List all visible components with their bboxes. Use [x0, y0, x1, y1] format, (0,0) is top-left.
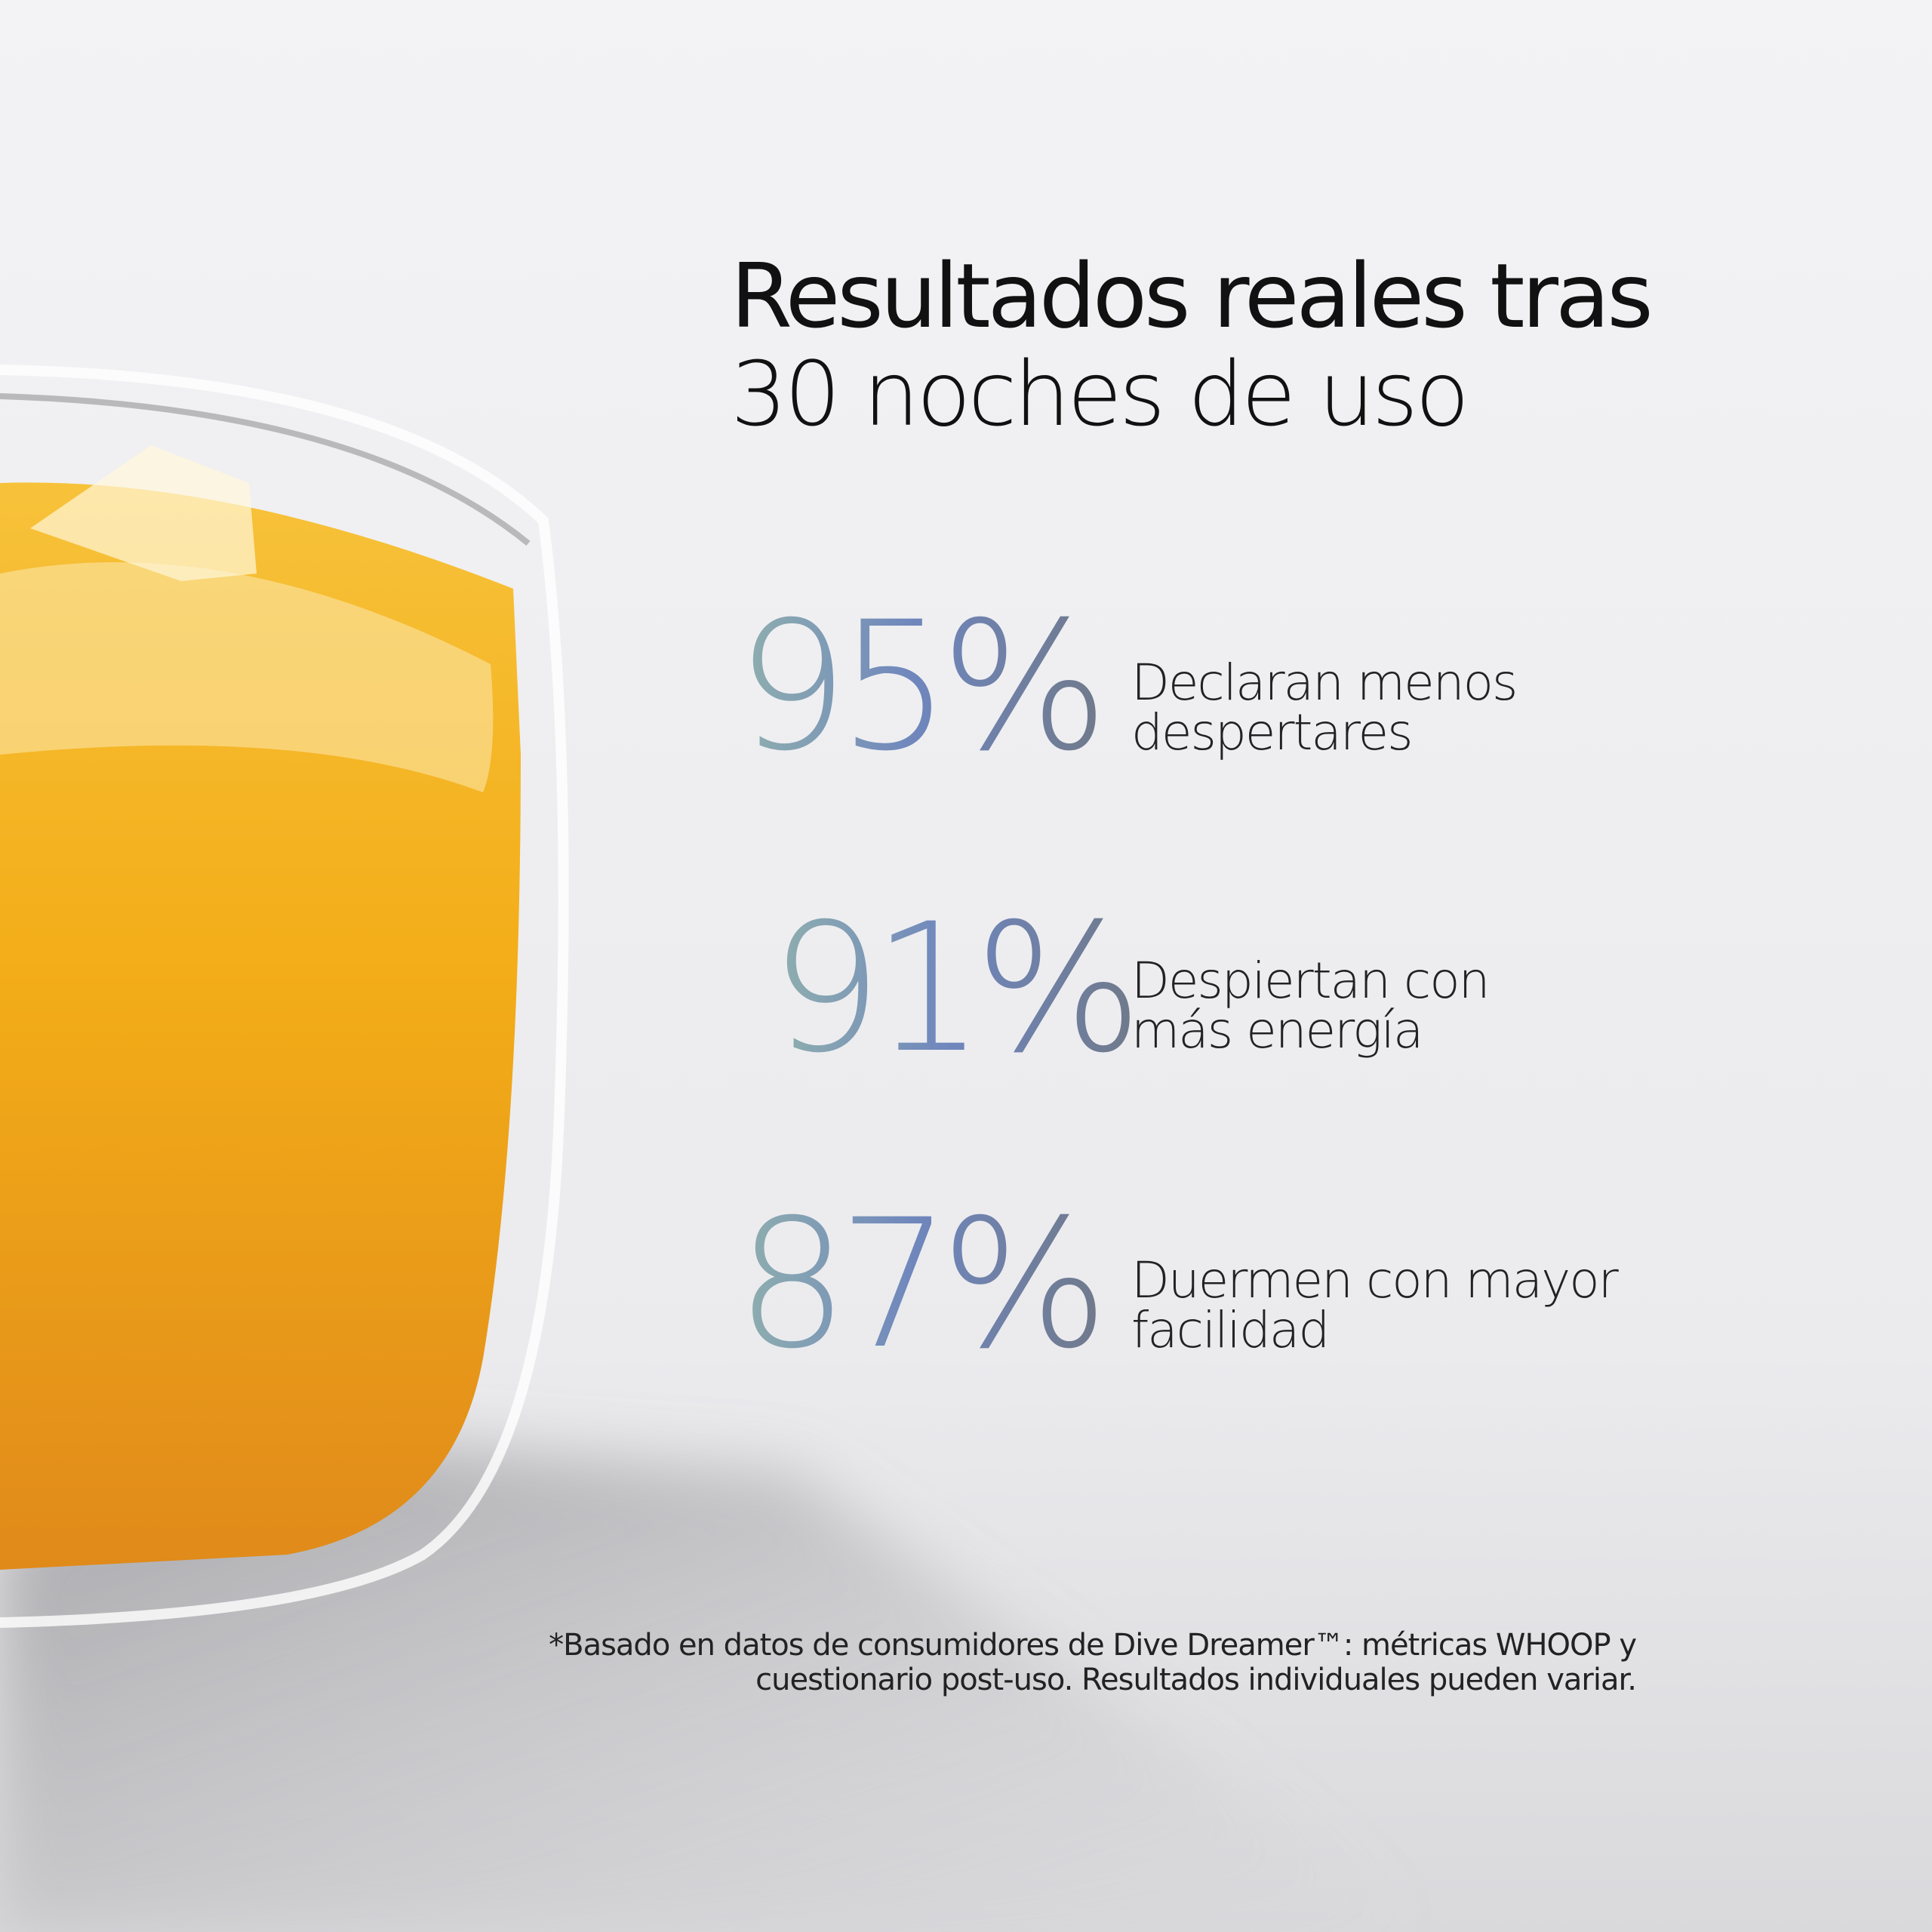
foam [0, 562, 494, 792]
glass-shadow [0, 1434, 1434, 1932]
stat-value: 95% [736, 584, 1098, 790]
footnote-line: cuestionario post-uso. Resultados indivi… [755, 1663, 1636, 1697]
title-line: Resultados reales tras [731, 244, 1651, 348]
glass-rim [0, 393, 531, 546]
glass-outline [0, 365, 569, 1628]
stat-label: facilidad [1131, 1301, 1328, 1359]
stat-label: Declaran menos [1131, 654, 1516, 712]
stat-label: más energía [1131, 1001, 1423, 1060]
stat-value: 87% [736, 1182, 1098, 1388]
stat-value: 91% [770, 886, 1132, 1092]
ice [30, 445, 257, 581]
footnote-line: *Basado en datos de consumidores de Dive… [549, 1628, 1636, 1663]
stat-label: Duermen con mayor [1131, 1251, 1620, 1309]
title-line: 30 noches de uso [731, 342, 1466, 446]
stat-label: despertares [1131, 703, 1412, 761]
stat-label: Despiertan con [1131, 952, 1488, 1010]
